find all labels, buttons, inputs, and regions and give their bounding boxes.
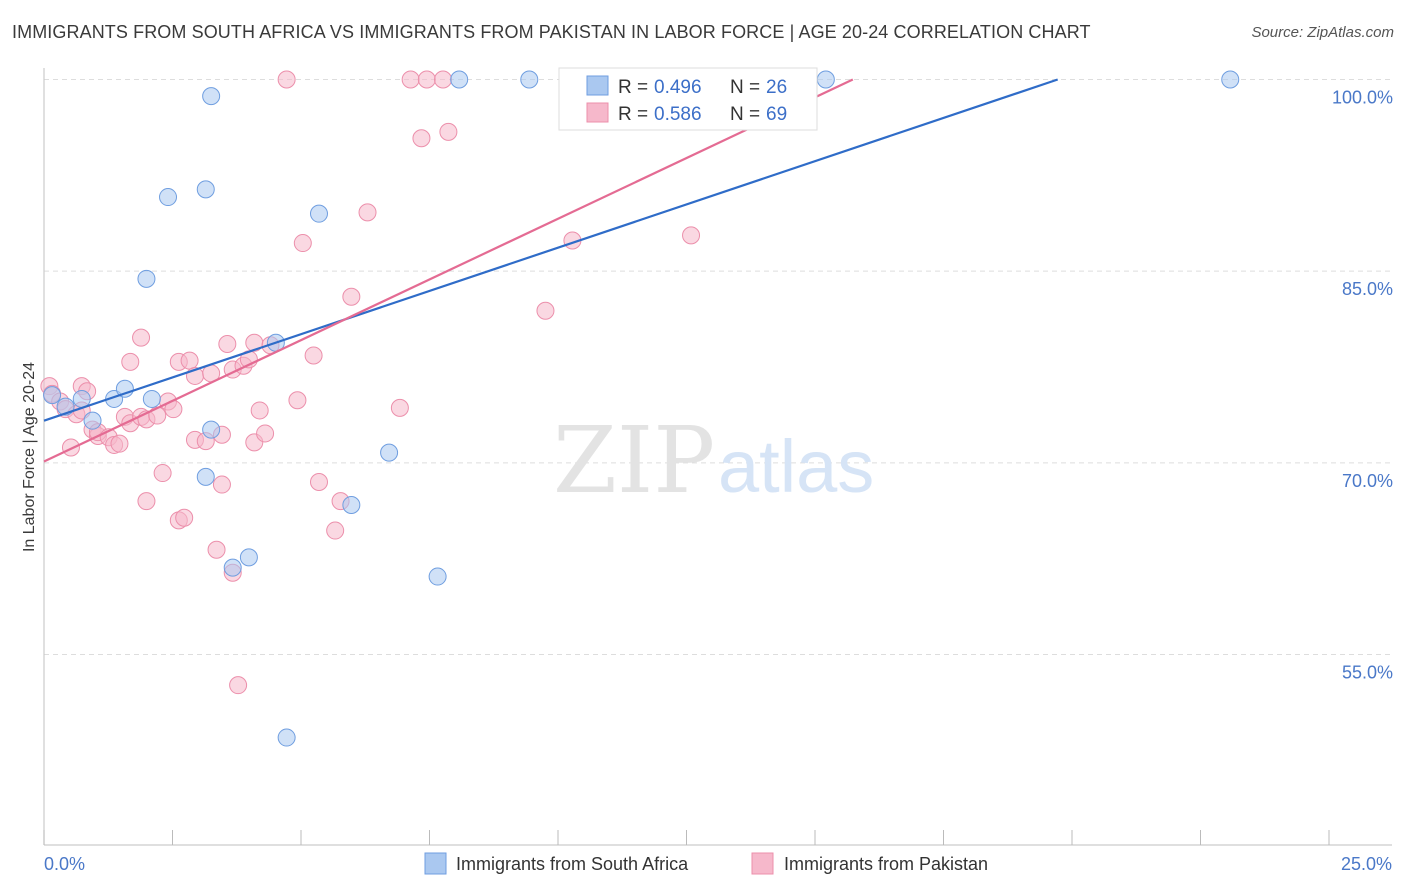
series-legend: Immigrants from South Africa Immigrants … — [424, 852, 988, 875]
south-africa-point — [137, 269, 156, 288]
legend-n-value-pakistan: 69 — [766, 104, 787, 125]
pakistan-point — [212, 475, 231, 494]
y-tick-label: 85.0% — [1342, 279, 1393, 299]
south-africa-point — [202, 87, 221, 106]
bottom-legend-swatch-south-africa — [424, 852, 447, 875]
pakistan-point — [180, 351, 199, 370]
pakistan-point — [137, 492, 156, 511]
x-tick-label-max: 25.0% — [1341, 854, 1392, 874]
y-tick-label: 70.0% — [1342, 471, 1393, 491]
watermark-atlas: atlas — [718, 425, 874, 508]
south-africa-point — [83, 411, 102, 430]
pakistan-point — [148, 406, 167, 425]
bottom-legend-swatch-pakistan — [751, 852, 774, 875]
pakistan-point — [309, 473, 328, 491]
south-africa-point — [342, 496, 361, 514]
pakistan-point — [390, 398, 409, 417]
chart-title: IMMIGRANTS FROM SOUTH AFRICA VS IMMIGRAN… — [12, 22, 1091, 42]
south-africa-point — [520, 70, 539, 89]
south-africa-point — [277, 728, 296, 747]
pakistan-point — [536, 301, 555, 320]
pakistan-point — [682, 226, 701, 245]
pakistan-point — [277, 70, 296, 89]
watermark: ZIP atlas — [553, 407, 874, 514]
pakistan-point — [293, 234, 312, 253]
legend-n-value-south-africa: 26 — [766, 77, 787, 98]
south-africa-point — [159, 188, 178, 207]
pakistan-point — [358, 203, 377, 222]
pakistan-point — [342, 287, 361, 306]
south-africa-point — [816, 70, 835, 89]
pakistan-point — [439, 122, 458, 141]
pakistan-point — [256, 424, 275, 443]
y-tick-label: 55.0% — [1342, 663, 1393, 683]
south-africa-point — [1221, 70, 1240, 89]
south-africa-point — [196, 180, 215, 199]
pakistan-point — [218, 335, 237, 353]
y-axis-title: In Labor Force | Age 20-24 — [21, 362, 38, 552]
y-tick-label: 100.0% — [1332, 88, 1393, 108]
bottom-legend-label-south-africa: Immigrants from South Africa — [456, 854, 689, 874]
south-africa-point — [309, 204, 328, 223]
south-africa-point — [380, 443, 399, 462]
south-africa-point — [428, 567, 447, 586]
pakistan-point — [229, 676, 248, 695]
south-africa-point — [196, 467, 215, 486]
legend-r-label-south-africa: R = — [618, 77, 648, 98]
legend-r-value-south-africa: 0.496 — [654, 77, 702, 98]
legend-swatch-pakistan — [586, 102, 609, 123]
pakistan-point — [250, 401, 269, 420]
legend-r-label-pakistan: R = — [618, 104, 648, 125]
south-africa-point — [43, 386, 62, 405]
south-africa-points — [43, 70, 1240, 747]
pakistan-point — [434, 70, 453, 89]
pakistan-point — [61, 438, 80, 457]
south-africa-point — [202, 420, 221, 439]
pakistan-point — [121, 352, 140, 371]
trend-lines — [43, 78, 1059, 463]
axes — [43, 68, 1392, 846]
x-axis-ticks — [43, 830, 1330, 845]
pakistan-trend-line — [43, 78, 854, 463]
south-africa-trend-line — [43, 78, 1059, 422]
pakistan-point — [132, 328, 151, 347]
south-africa-point — [239, 548, 258, 567]
legend-n-label-south-africa: N = — [730, 77, 760, 98]
correlation-legend: R = 0.496 N = 26 R = 0.586 N = 69 — [558, 67, 818, 131]
legend-r-value-pakistan: 0.586 — [654, 104, 702, 125]
y-axis-tick-labels: 100.0% 85.0% 70.0% 55.0% — [1332, 88, 1393, 683]
pakistan-point — [207, 540, 226, 559]
legend-swatch-south-africa — [586, 75, 609, 96]
source-label: Source: ZipAtlas.com — [1251, 24, 1394, 41]
south-africa-point — [450, 70, 469, 89]
pakistan-point — [326, 521, 345, 540]
pakistan-point — [417, 70, 436, 89]
south-africa-point — [223, 558, 242, 577]
bottom-legend-label-pakistan: Immigrants from Pakistan — [784, 854, 988, 874]
pakistan-point — [153, 464, 172, 483]
pakistan-point — [288, 391, 307, 410]
watermark-zip: ZIP — [553, 407, 715, 514]
pakistan-point — [401, 70, 420, 89]
pakistan-point — [110, 434, 129, 453]
pakistan-point — [175, 508, 194, 527]
x-tick-label-min: 0.0% — [44, 854, 85, 874]
legend-n-label-pakistan: N = — [730, 104, 760, 125]
south-africa-point — [142, 389, 161, 408]
pakistan-point — [304, 346, 323, 365]
pakistan-point — [412, 129, 431, 148]
